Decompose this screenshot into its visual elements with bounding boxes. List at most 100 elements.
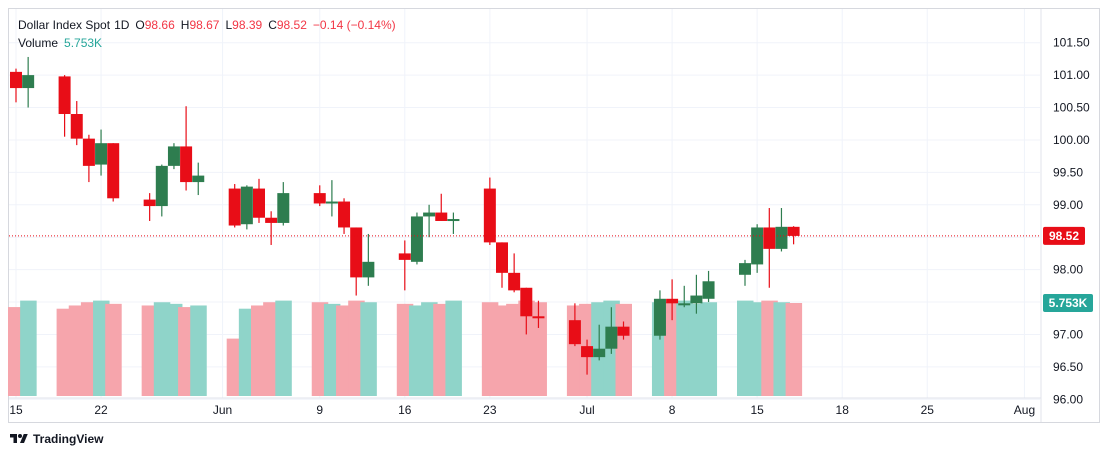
candle-body	[581, 346, 594, 358]
candle-body	[593, 348, 606, 358]
y-tick-label: 96.00	[1053, 392, 1083, 406]
candle-body	[605, 326, 618, 349]
candle-body	[739, 263, 751, 275]
candle-body	[532, 316, 545, 319]
low-value: 98.39	[232, 18, 263, 32]
close-value: 98.52	[276, 18, 307, 32]
x-tick-label: 16	[398, 403, 412, 417]
candle-body	[423, 212, 436, 217]
tradingview-logo-icon	[10, 434, 28, 443]
candle-body	[508, 272, 521, 291]
volume-bar	[785, 302, 803, 396]
y-tick-label: 99.00	[1053, 198, 1083, 212]
candle-body	[70, 114, 83, 139]
candle-body	[435, 212, 448, 221]
x-tick-label: Aug	[1014, 403, 1035, 417]
candle-body	[155, 165, 168, 207]
candle-body	[702, 281, 715, 299]
brand-name: TradingView	[33, 432, 104, 446]
volume-bar	[615, 303, 632, 396]
candle-body	[350, 227, 363, 278]
candle-body	[228, 188, 241, 226]
candle-body	[617, 326, 630, 336]
close-label: C	[268, 18, 277, 32]
volume-bar	[530, 302, 547, 396]
candles	[10, 56, 800, 375]
low-label: L	[225, 18, 233, 32]
y-tick-label: 96.50	[1053, 360, 1083, 374]
candle-body	[568, 320, 581, 345]
change-value: −0.14 (−0.14%)	[312, 18, 396, 32]
open-label: O	[135, 18, 145, 32]
candle-body	[313, 193, 326, 204]
last-price-label-bg	[1043, 226, 1085, 245]
price-axis: 101.50101.00100.50100.0099.5099.0098.509…	[9, 9, 1093, 422]
x-tick-label: Jun	[213, 403, 232, 417]
last-price-label: 98.52	[1049, 229, 1079, 243]
candle-body	[192, 175, 205, 183]
x-tick-label: 23	[483, 403, 497, 417]
open-value: 98.66	[144, 18, 175, 32]
candle-body	[95, 143, 108, 165]
volume-bar	[700, 302, 718, 396]
high-value: 98.67	[189, 18, 220, 32]
candle-body	[653, 298, 666, 336]
candle-body	[338, 201, 351, 228]
ohlc-row: Dollar Index Spot 1D O 98.66 H 98.67 L 98.3…	[18, 16, 396, 34]
candle-body	[678, 303, 691, 306]
candle-body	[751, 227, 764, 265]
candle-body	[240, 186, 253, 225]
candle-body	[362, 261, 375, 278]
candle-body	[277, 193, 290, 223]
x-tick-label: 9	[316, 403, 323, 417]
volume-axis-label-bg	[1043, 293, 1093, 312]
x-tick-label: 22	[94, 403, 108, 417]
volume-bar	[360, 302, 377, 396]
symbol-name: Dollar Index Spot	[18, 18, 111, 32]
time-axis: 15 22 Jun 9 16 23 Jul 8 15 18 25 Aug	[9, 397, 1041, 417]
candle-body	[143, 199, 156, 207]
chart-legend: Dollar Index Spot 1D O 98.66 H 98.67 L 98.3…	[18, 16, 396, 52]
tradingview-brand[interactable]: TradingView	[10, 432, 103, 446]
candle-body	[690, 295, 703, 304]
volume-bar	[20, 300, 37, 396]
candle-body	[775, 226, 788, 249]
candle-body	[763, 227, 776, 249]
candle-body	[10, 71, 22, 89]
volume-bar	[105, 303, 122, 396]
chart-frame	[8, 8, 1100, 423]
candle-body	[520, 287, 533, 317]
y-tick-label: 99.50	[1053, 165, 1083, 179]
volume-bars	[8, 300, 803, 396]
volume-value: 5.753K	[64, 36, 103, 50]
x-tick-label: 15	[750, 403, 764, 417]
x-tick-label: 25	[921, 403, 935, 417]
interval-label: 1D	[114, 18, 130, 32]
candle-body	[666, 298, 679, 304]
x-tick-label: 18	[836, 403, 850, 417]
y-tick-label: 100.00	[1053, 133, 1090, 147]
candle-body	[398, 253, 411, 260]
y-tick-label: 97.00	[1053, 327, 1083, 341]
candle-body	[180, 146, 193, 183]
candle-body	[483, 188, 496, 243]
volume-label: Volume	[18, 36, 59, 50]
x-tick-label: Jul	[579, 403, 594, 417]
x-tick-label: 8	[669, 403, 676, 417]
candle-body	[496, 242, 508, 273]
volume-bar	[445, 300, 462, 396]
candle-body	[253, 188, 265, 218]
volume-bar	[275, 300, 292, 396]
y-tick-label: 101.00	[1053, 68, 1090, 82]
candle-body	[325, 201, 338, 204]
candle-body	[447, 219, 460, 222]
candle-body	[22, 75, 35, 89]
candle-body	[107, 143, 120, 199]
candle-body	[82, 138, 95, 166]
high-label: H	[180, 18, 190, 32]
y-tick-label: 101.50	[1053, 36, 1090, 50]
volume-bar	[190, 305, 207, 396]
candle-body	[58, 76, 71, 115]
volume-row: Volume 5.753K	[18, 34, 396, 52]
